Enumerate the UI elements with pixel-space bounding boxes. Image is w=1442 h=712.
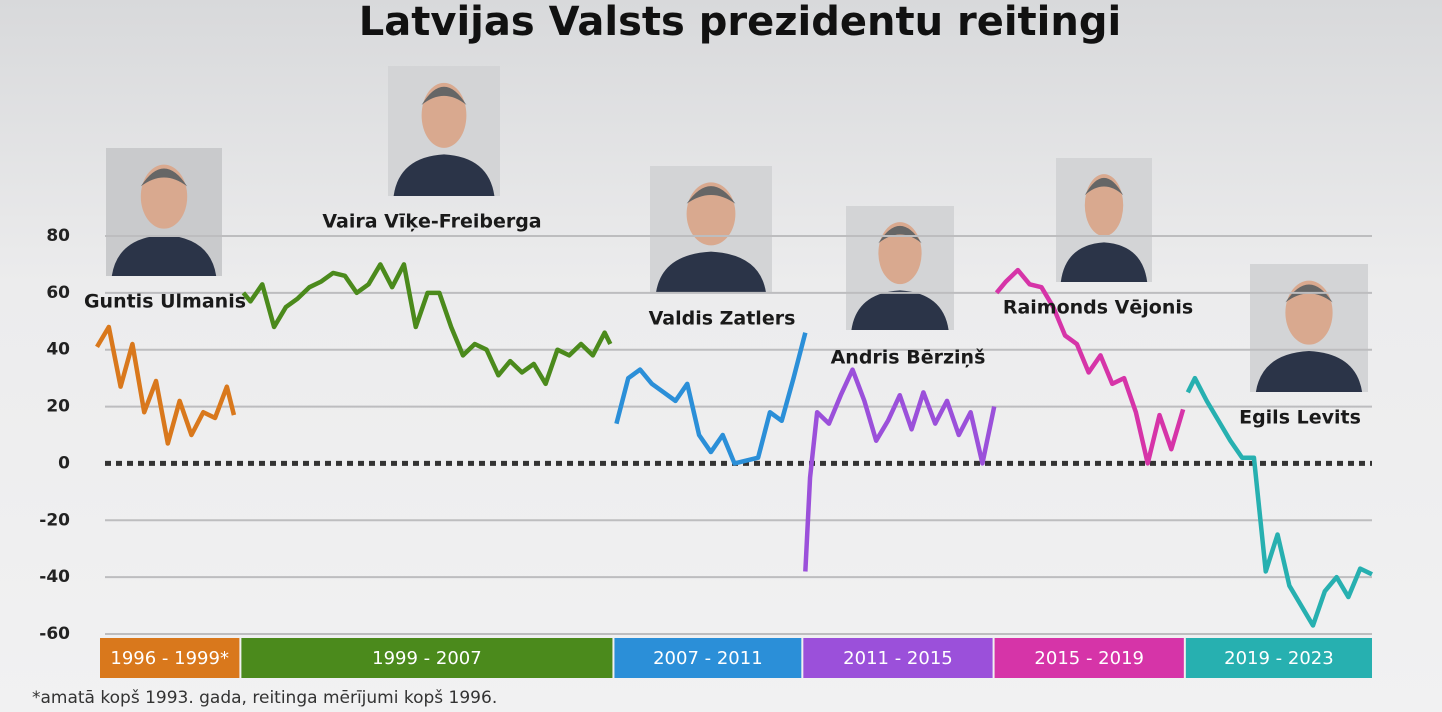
portrait-hair [686,186,736,204]
portrait-body [656,251,766,292]
y-tick-label: 40 [46,340,70,360]
portrait-body [1060,242,1148,282]
period-label: 1999 - 2007 [372,648,482,669]
period-band [1185,638,1372,678]
y-tick-label: 0 [58,453,70,473]
series-line [803,367,997,572]
series-line [1185,375,1373,628]
series-name: Guntis Ulmanis [84,291,246,313]
series-name: Andris Bērziņš [831,347,986,369]
portrait-head [421,82,467,148]
period-label: 2019 - 2023 [1224,648,1334,669]
series-line [614,332,808,466]
series-line [95,324,237,446]
series-name: Vaira Vīķe-Freiberga [322,211,541,233]
period-band [241,638,613,678]
y-tick-label: 20 [46,397,70,417]
period-band [803,638,993,678]
period-label: 2007 - 2011 [653,648,763,669]
portrait-head [1285,280,1333,345]
y-tick-label: -20 [39,510,70,530]
chart-title: Latvijas Valsts prezidentu reitingi [359,0,1121,45]
period-label: 1996 - 1999* [110,648,229,669]
period-band [994,638,1184,678]
portrait-head [140,164,188,229]
portrait-body [1255,351,1363,392]
portrait-head [878,222,922,285]
series-name: Raimonds Vējonis [1003,297,1193,319]
portrait-head [1084,174,1124,237]
portrait-body [393,154,495,196]
portrait-head [686,182,736,246]
series-name: Valdis Zatlers [649,308,796,330]
portrait-hair [878,225,922,244]
portrait-hair [140,168,188,187]
series-line [994,267,1186,466]
period-label: 2011 - 2015 [843,648,953,669]
portrait-body [851,290,949,330]
portraits [106,66,1368,392]
y-tick-label: -40 [39,567,70,587]
series-name: Egils Levits [1239,407,1361,429]
period-band [614,638,802,678]
portrait-body [111,235,217,276]
y-tick-label: 60 [46,283,70,303]
portrait-hair [1084,177,1124,196]
footnote: *amatā kopš 1993. gada, reitinga mērījum… [32,688,497,708]
y-tick-label: 80 [46,226,70,246]
y-tick-label: -60 [39,624,70,644]
period-band [100,638,240,678]
portrait-hair [421,86,467,105]
series-line [241,262,613,387]
period-label: 2015 - 2019 [1034,648,1144,669]
